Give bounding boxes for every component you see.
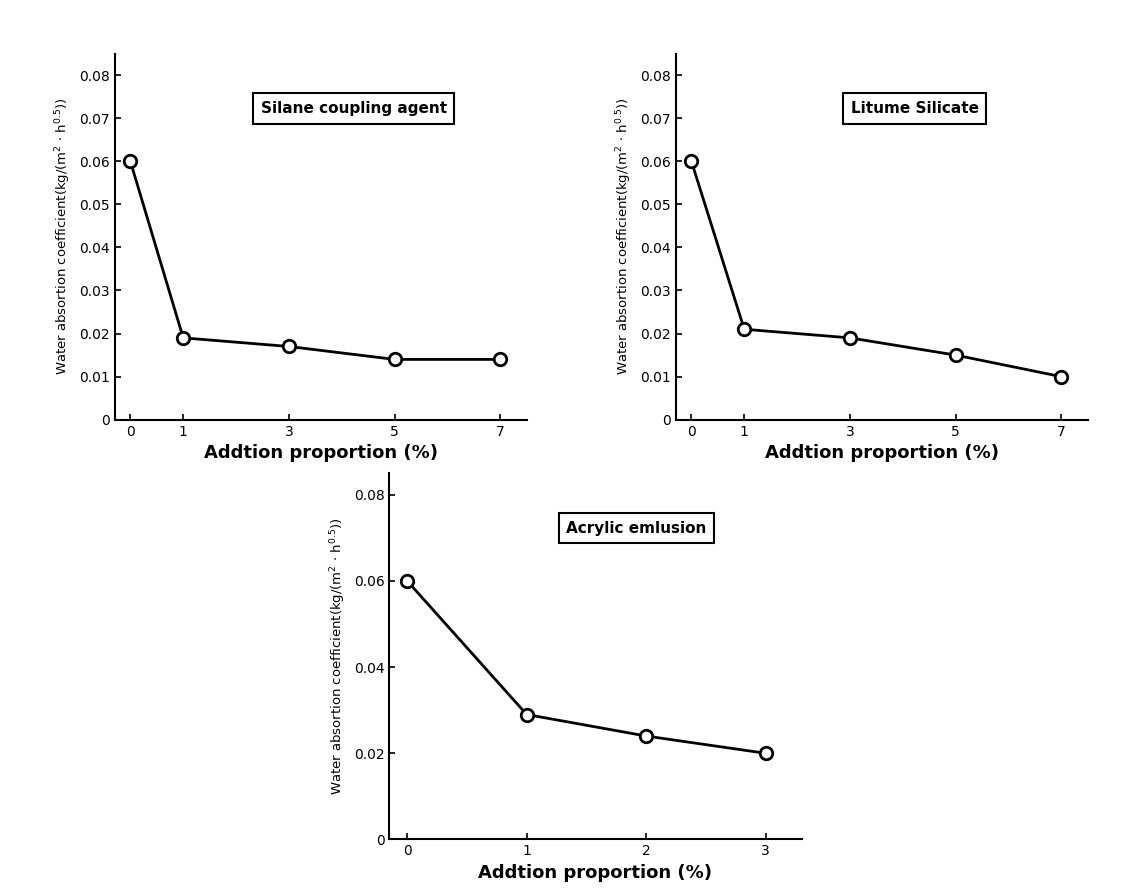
X-axis label: Addtion proportion (%): Addtion proportion (%): [765, 444, 998, 462]
Text: Litume Silicate: Litume Silicate: [851, 101, 979, 116]
Text: Silane coupling agent: Silane coupling agent: [261, 101, 447, 116]
X-axis label: Addtion proportion (%): Addtion proportion (%): [204, 444, 437, 462]
X-axis label: Addtion proportion (%): Addtion proportion (%): [479, 864, 712, 881]
Y-axis label: Water absortion coefficient(kg/(m$^2$ $\cdot$ h$^{0.5}$)): Water absortion coefficient(kg/(m$^2$ $\…: [615, 98, 634, 375]
Y-axis label: Water absortion coefficient(kg/(m$^2$ $\cdot$ h$^{0.5}$)): Water absortion coefficient(kg/(m$^2$ $\…: [329, 518, 348, 795]
Y-axis label: Water absortion coefficient(kg/(m$^2$ $\cdot$ h$^{0.5}$)): Water absortion coefficient(kg/(m$^2$ $\…: [54, 98, 73, 375]
Text: Acrylic emlusion: Acrylic emlusion: [567, 521, 706, 536]
